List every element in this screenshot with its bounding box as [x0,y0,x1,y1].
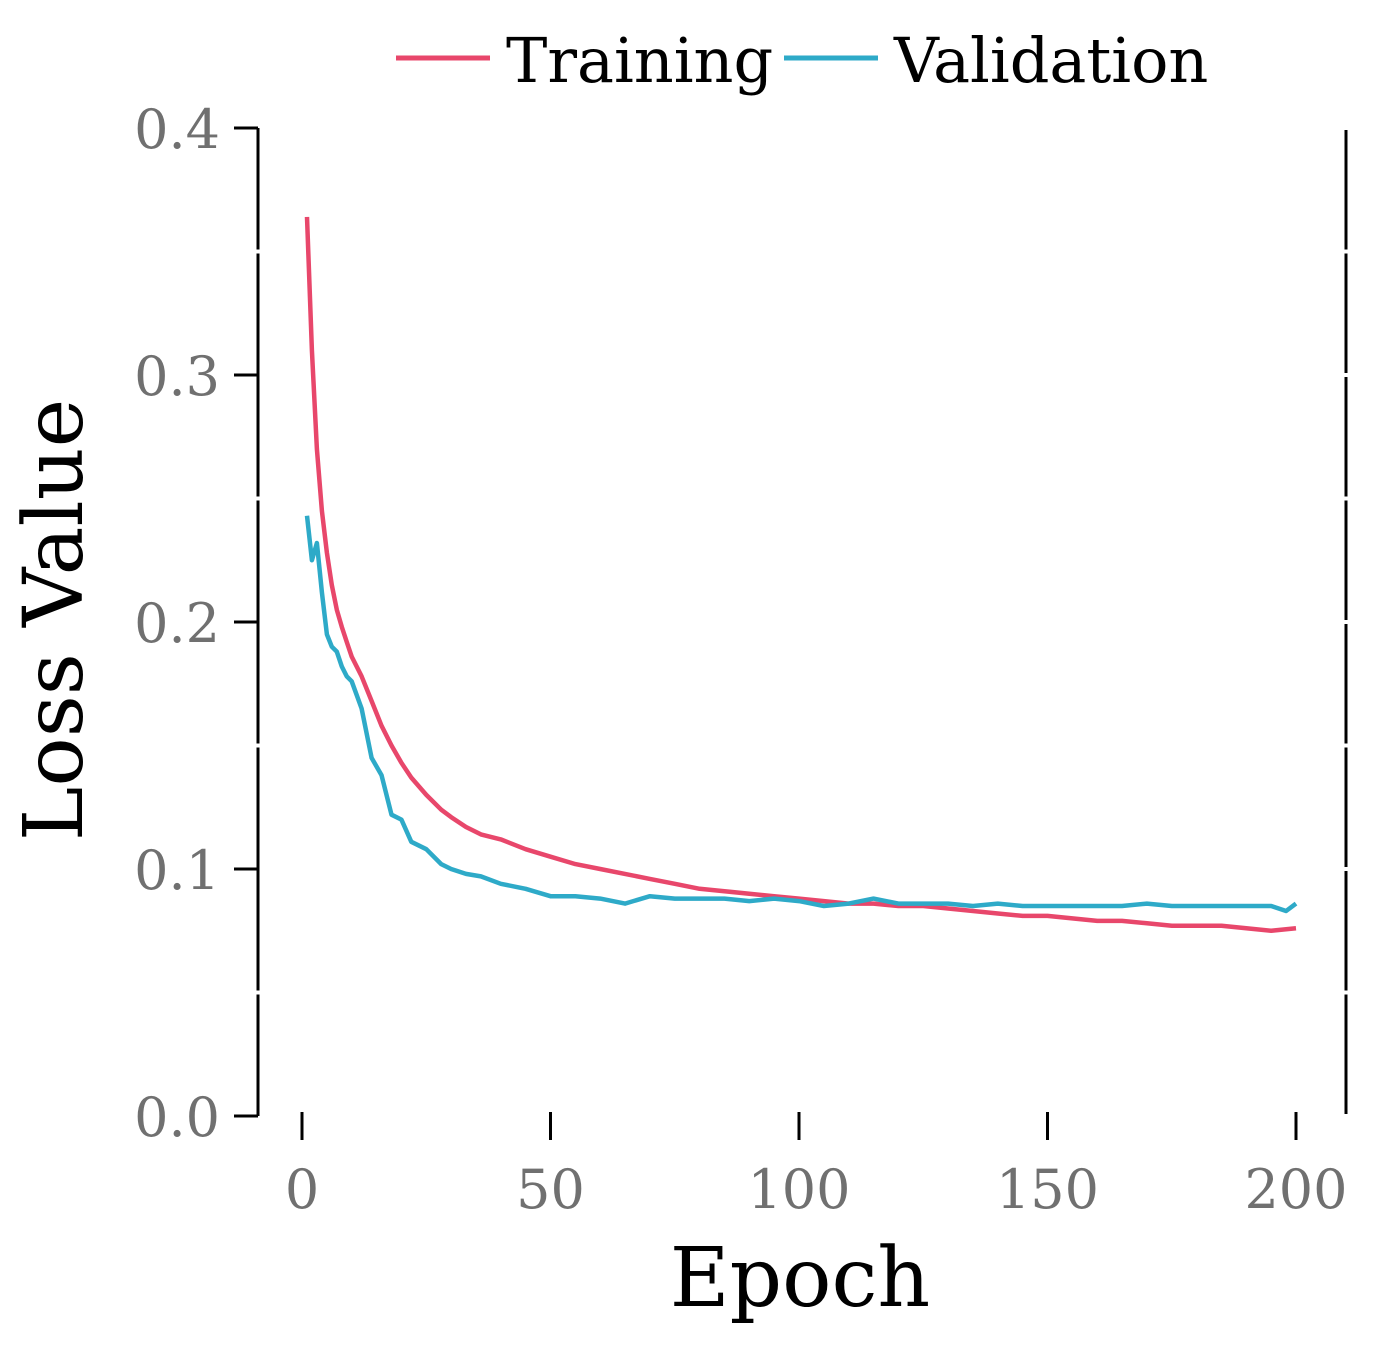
y-tick-label: 0.0 [134,1086,220,1149]
y-axis-title: Loss Value [7,399,102,841]
axes: 0.0 0.1 0.2 0.3 0.4 0 50 100 150 200 [134,98,1354,1221]
series-line-training [304,216,1297,934]
y-tick-label: 0.1 [134,839,220,902]
series-line-validation [304,515,1298,914]
y-tick-label: 0.4 [134,98,220,161]
x-axis-title: Epoch [670,1231,930,1326]
y-tick-label: 0.2 [134,592,220,655]
legend-label-validation: Validation [893,24,1208,97]
x-tick-label: 150 [996,1158,1099,1221]
series-layer [304,216,1298,934]
legend-label-training: Training [506,24,773,97]
x-tick-label: 0 [285,1158,319,1221]
legend: Training Validation [396,24,1208,97]
x-tick-label: 50 [516,1158,585,1221]
y-tick-label: 0.3 [134,345,220,408]
x-tick-label: 200 [1244,1158,1347,1221]
x-tick-label: 100 [747,1158,850,1221]
